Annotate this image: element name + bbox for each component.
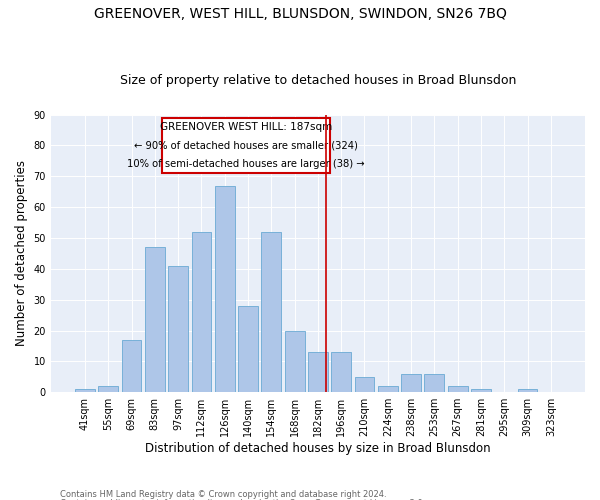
Text: GREENOVER WEST HILL: 187sqm: GREENOVER WEST HILL: 187sqm [160, 122, 332, 132]
Bar [168, 266, 188, 392]
Bar [122, 340, 142, 392]
Bar [215, 186, 235, 392]
Bar [191, 232, 211, 392]
Bar [145, 247, 165, 392]
Bar [401, 374, 421, 392]
Text: GREENOVER, WEST HILL, BLUNSDON, SWINDON, SN26 7BQ: GREENOVER, WEST HILL, BLUNSDON, SWINDON,… [94, 8, 506, 22]
Bar [262, 232, 281, 392]
X-axis label: Distribution of detached houses by size in Broad Blunsdon: Distribution of detached houses by size … [145, 442, 491, 455]
Bar [308, 352, 328, 392]
Bar [448, 386, 467, 392]
Bar [378, 386, 398, 392]
Bar [424, 374, 444, 392]
FancyBboxPatch shape [162, 118, 330, 173]
Text: ← 90% of detached houses are smaller (324): ← 90% of detached houses are smaller (32… [134, 141, 358, 151]
Y-axis label: Number of detached properties: Number of detached properties [15, 160, 28, 346]
Bar [331, 352, 351, 392]
Text: Contains HM Land Registry data © Crown copyright and database right 2024.: Contains HM Land Registry data © Crown c… [60, 490, 386, 499]
Bar [98, 386, 118, 392]
Bar [471, 389, 491, 392]
Text: Contains public sector information licensed under the Open Government Licence v3: Contains public sector information licen… [60, 498, 425, 500]
Text: 10% of semi-detached houses are larger (38) →: 10% of semi-detached houses are larger (… [127, 160, 365, 170]
Bar [518, 389, 538, 392]
Bar [355, 377, 374, 392]
Bar [285, 330, 305, 392]
Bar [238, 306, 258, 392]
Bar [75, 389, 95, 392]
Title: Size of property relative to detached houses in Broad Blunsdon: Size of property relative to detached ho… [120, 74, 516, 87]
